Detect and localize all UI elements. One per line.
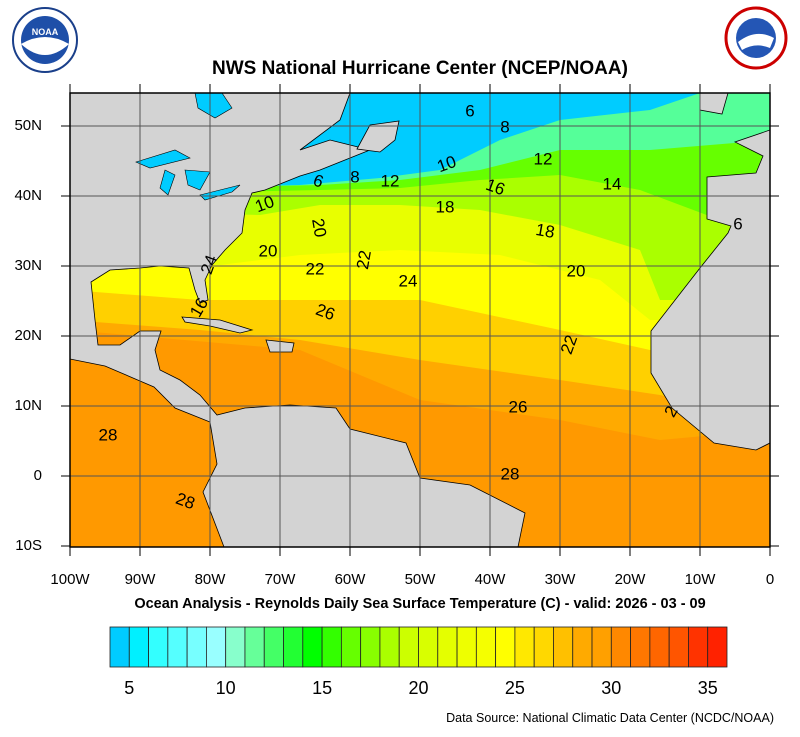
colorbar-bin: [649, 626, 670, 668]
colorbar-bin: [495, 626, 516, 668]
colorbar-bin: [418, 626, 439, 668]
contour-label: 6: [465, 101, 474, 120]
colorbar-bin: [533, 626, 554, 668]
lat-label: 30N: [14, 257, 42, 274]
gridlines: [70, 93, 770, 547]
colorbar-bin: [379, 626, 400, 668]
cuba: [181, 316, 254, 334]
contour-label: 22: [306, 259, 325, 278]
contour-label: 6: [733, 214, 742, 233]
colorbar-bin: [167, 626, 188, 668]
lake-huron: [184, 169, 211, 191]
colorbar-bin: [128, 626, 149, 668]
contour-label: 28: [99, 425, 118, 444]
lon-label: 50W: [404, 571, 436, 588]
colorbar-bin: [225, 626, 246, 668]
colorbar-bin: [591, 626, 612, 668]
contour-label: 18: [436, 197, 455, 216]
svg-text:NOAA: NOAA: [32, 27, 59, 37]
contour-label: 20: [308, 217, 330, 239]
colorbar-label: 15: [312, 678, 333, 698]
contour-label: 22: [353, 249, 375, 271]
colorbar-bin: [688, 626, 709, 668]
hudson-bay: [194, 93, 233, 119]
americas-land: [70, 93, 526, 547]
colorbar-bin: [109, 626, 130, 668]
map-caption: Ocean Analysis - Reynolds Daily Sea Surf…: [134, 596, 706, 612]
colorbar-bin: [456, 626, 477, 668]
colorbar-bin: [668, 626, 689, 668]
lat-label: 10S: [15, 537, 42, 554]
lake-michigan: [159, 169, 176, 196]
contour-label: 12: [381, 171, 400, 190]
axis-ticks: [61, 84, 779, 556]
colorbar-bin: [707, 626, 728, 668]
data-source: Data Source: National Climatic Data Cent…: [446, 711, 774, 725]
colorbar-label: 25: [504, 678, 525, 698]
contour-label: 20: [259, 241, 278, 260]
contour-label: 14: [603, 174, 622, 193]
land: [70, 93, 770, 547]
lake-superior: [135, 149, 191, 169]
colorbar-label: 30: [601, 678, 622, 698]
colorbar-bin: [553, 626, 574, 668]
lon-label: 90W: [124, 571, 156, 588]
contour-label: 28: [501, 464, 520, 483]
colorbar-bin: [475, 626, 497, 668]
contour-label: 20: [567, 261, 586, 280]
newfoundland: [356, 120, 400, 153]
colorbar-bin: [572, 626, 593, 668]
colorbar-bin: [340, 626, 362, 668]
colorbar-label: 20: [408, 678, 429, 698]
contour-label: 12: [534, 149, 553, 168]
lat-label: 10N: [14, 397, 42, 414]
lon-label: 20W: [614, 571, 646, 588]
contour-label: 8: [350, 167, 359, 186]
colorbar-bin: [302, 626, 323, 668]
colorbar-bin: [148, 626, 169, 668]
colorbar: [109, 626, 728, 668]
colorbar-bin: [206, 626, 227, 668]
colorbar-bin: [437, 626, 458, 668]
lakes: [135, 93, 241, 201]
colorbar-label: 35: [697, 678, 718, 698]
lon-label: 60W: [334, 571, 366, 588]
contour-label: 18: [534, 220, 556, 242]
lat-label: 40N: [14, 187, 42, 204]
colorbar-bin: [321, 626, 342, 668]
contour-label: 26: [509, 397, 528, 416]
nws-logo: [724, 6, 788, 70]
colorbar-bin: [398, 626, 419, 668]
lon-label: 70W: [264, 571, 296, 588]
lat-label: 0: [33, 467, 42, 484]
lon-label: 40W: [474, 571, 506, 588]
lon-label: 0: [765, 571, 775, 588]
colorbar-bin: [360, 626, 381, 668]
contour-label: 8: [500, 117, 509, 136]
lon-label: 100W: [50, 571, 90, 588]
colorbar-bin: [514, 626, 535, 668]
contour-label: 24: [399, 271, 418, 290]
lon-label: 10W: [684, 571, 716, 588]
colorbar-bin: [244, 626, 265, 668]
africa-europe: [650, 93, 770, 547]
lon-label: 80W: [194, 571, 226, 588]
colorbar-bin: [610, 626, 631, 668]
colorbar-label: 10: [215, 678, 236, 698]
lat-label: 50N: [14, 117, 42, 134]
lon-label: 30W: [544, 571, 576, 588]
colorbar-bin: [630, 626, 651, 668]
lat-label: 20N: [14, 327, 42, 344]
colorbar-label: 5: [124, 678, 135, 698]
noaa-logo: NOAA: [12, 7, 78, 73]
colorbar-bin: [283, 626, 304, 668]
colorbar-bin: [186, 626, 207, 668]
colorbar-bin: [263, 626, 284, 668]
page-title: NWS National Hurricane Center (NCEP/NOAA…: [212, 58, 628, 79]
